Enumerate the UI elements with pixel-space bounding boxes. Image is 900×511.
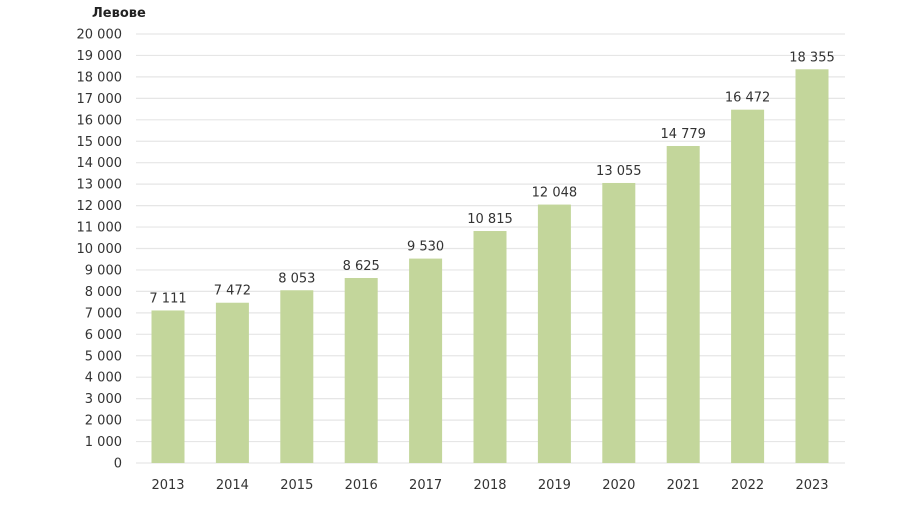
x-tick-label: 2021	[667, 478, 700, 493]
data-label: 18 355	[789, 50, 835, 65]
bar-2021	[666, 145, 700, 463]
bar-2014	[215, 302, 249, 463]
y-tick-label: 19 000	[77, 49, 123, 64]
y-tick-label: 9 000	[85, 263, 122, 278]
y-tick-label: 7 000	[85, 306, 122, 321]
y-tick-label: 10 000	[77, 242, 123, 257]
data-label: 8 625	[343, 259, 380, 274]
bar-2015	[280, 290, 314, 463]
y-tick-label: 17 000	[77, 92, 123, 107]
data-label: 7 472	[214, 284, 251, 299]
y-tick-label: 15 000	[77, 135, 123, 150]
y-axis-ticks: 0 1 000 2 000 3 000 4 000 5 000 6 000 7 000 8 00…	[77, 28, 123, 472]
x-tick-label: 2017	[409, 478, 442, 493]
y-tick-label: 1 000	[85, 435, 122, 450]
y-tick-label: 20 000	[77, 28, 123, 43]
bar-2018	[473, 231, 507, 463]
y-tick-label: 18 000	[77, 70, 123, 85]
gridlines	[136, 33, 845, 464]
x-tick-label: 2013	[151, 478, 184, 493]
bars: 7 111 7 472 8 053 8 625 9 530 10 815 12 048 13 …	[149, 50, 835, 463]
x-axis-ticks: 2013 2014 2015 2016 2017 2018 2019 2020 2021 2022…	[151, 478, 828, 493]
y-tick-label: 13 000	[77, 178, 123, 193]
y-tick-label: 0	[114, 457, 122, 472]
y-tick-label: 4 000	[85, 371, 122, 386]
data-label: 9 530	[407, 240, 444, 255]
x-tick-label: 2015	[280, 478, 313, 493]
bar-2017	[409, 258, 443, 463]
y-tick-label: 3 000	[85, 392, 122, 407]
data-label: 13 055	[596, 164, 642, 179]
y-tick-label: 14 000	[77, 156, 123, 171]
x-tick-label: 2014	[216, 478, 249, 493]
y-tick-label: 6 000	[85, 328, 122, 343]
bar-2023	[795, 69, 829, 463]
y-tick-label: 12 000	[77, 199, 123, 214]
x-tick-label: 2019	[538, 478, 571, 493]
bar-2013	[151, 310, 185, 463]
data-label: 12 048	[532, 186, 578, 201]
data-label: 10 815	[467, 212, 513, 227]
data-label: 7 111	[149, 291, 186, 306]
y-tick-label: 11 000	[77, 221, 123, 236]
data-label: 8 053	[278, 271, 315, 286]
y-tick-label: 2 000	[85, 414, 122, 429]
bar-2022	[731, 109, 765, 463]
x-tick-label: 2018	[473, 478, 506, 493]
x-tick-label: 2022	[731, 478, 764, 493]
x-tick-label: 2016	[345, 478, 378, 493]
y-tick-label: 5 000	[85, 349, 122, 364]
y-axis-unit-label: Левове	[92, 6, 146, 21]
data-label: 16 472	[725, 91, 771, 106]
data-label: 14 779	[660, 127, 706, 142]
bar-2019	[537, 204, 571, 463]
y-tick-label: 16 000	[77, 113, 123, 128]
x-tick-label: 2023	[795, 478, 828, 493]
y-tick-label: 8 000	[85, 285, 122, 300]
bar-2020	[602, 182, 636, 463]
bar-2016	[344, 277, 378, 463]
x-tick-label: 2020	[602, 478, 635, 493]
